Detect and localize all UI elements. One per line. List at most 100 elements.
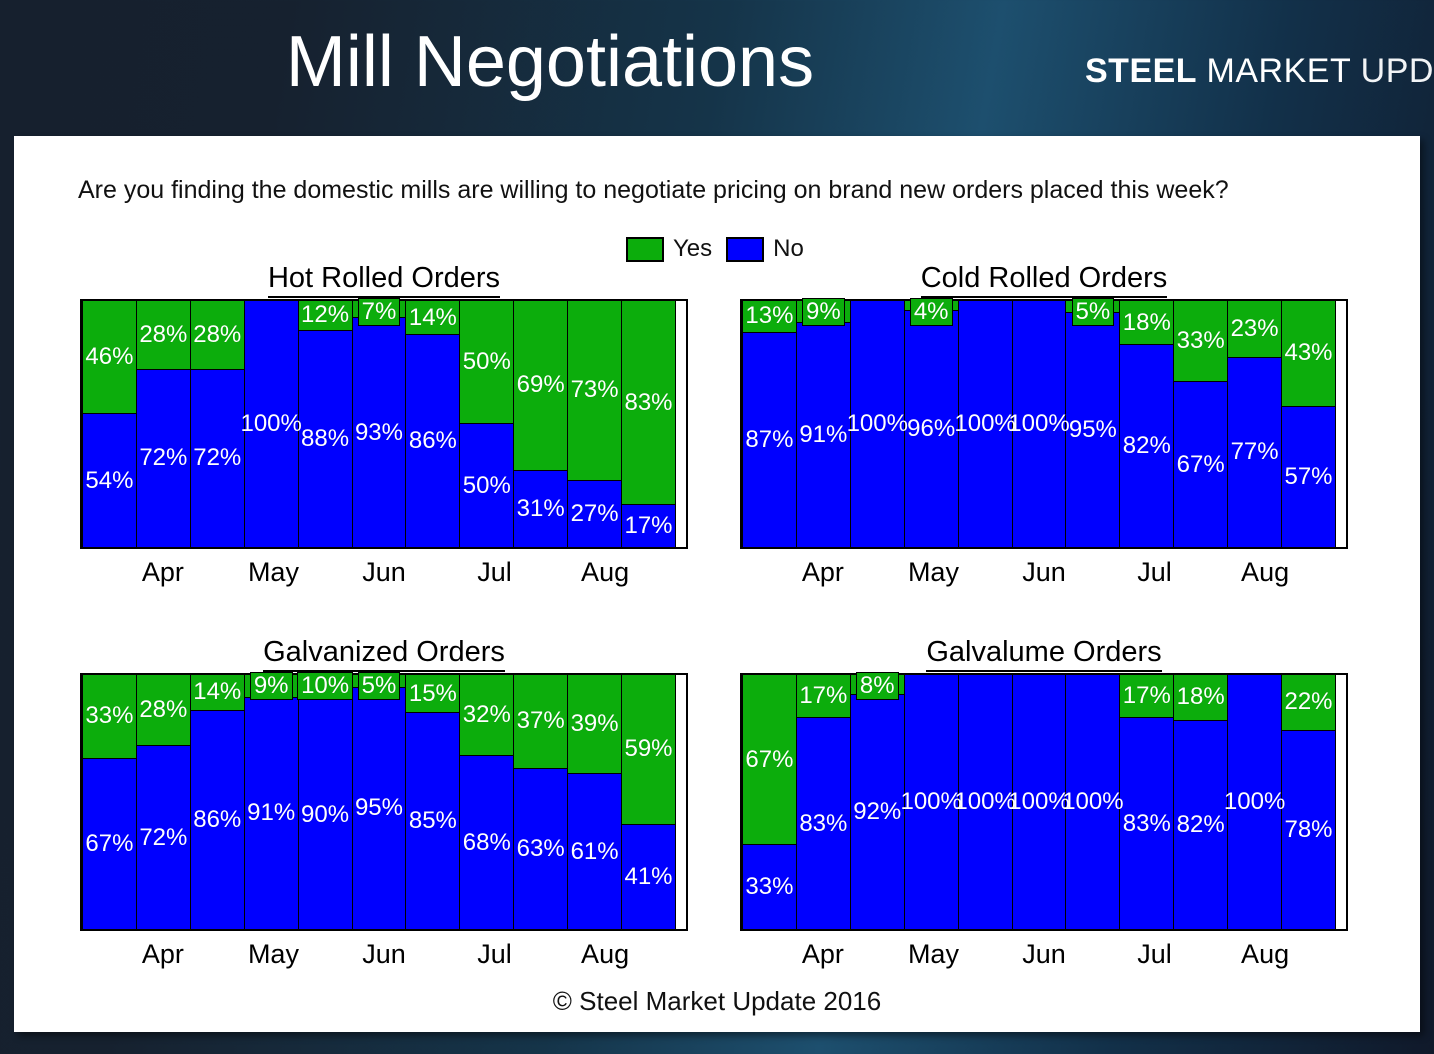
segment-label-no: 100% (1223, 788, 1286, 815)
bar-galvanized-8: 32% 68% (459, 675, 515, 929)
chart-galvalume: Galvalume Orders 67% 33% 17% 83% 8% 92% 100% 100… (740, 636, 1348, 977)
segment-no: 85% (406, 713, 460, 929)
bar-hot-rolled-9: 69% 31% (513, 301, 569, 547)
segment-label-yes: 69% (516, 371, 565, 399)
segment-yes: 83% (622, 301, 675, 506)
bar-cold-rolled-11: 43% 57% (1281, 301, 1336, 547)
chart-title-galvalume: Galvalume Orders (740, 636, 1348, 672)
segment-label-no: 17% (624, 512, 673, 540)
x-tick-jun: Jun (362, 939, 406, 969)
segment-yes: 14% (406, 301, 460, 336)
segment-no: 41% (622, 824, 675, 929)
bar-hot-rolled-6: 7% 93% (351, 298, 407, 547)
segment-label-no: 95% (1068, 416, 1117, 444)
segment-label-yes: 33% (85, 702, 134, 730)
bar-cold-rolled-2: 9% 91% (795, 298, 851, 547)
x-tick-aug: Aug (581, 557, 630, 587)
x-tick-aug: Aug (1241, 557, 1290, 587)
bar-galvanized-2: 28% 72% (135, 675, 191, 929)
bar-galvalume-9: 18% 82% (1173, 675, 1229, 929)
legend-item-yes: Yes (626, 236, 712, 262)
segment-label-yes: 28% (139, 696, 188, 724)
legend-label-no: No (773, 235, 804, 262)
segment-no: 82% (1174, 720, 1228, 929)
segment-label-yes: 9% (249, 672, 293, 700)
segment-no: 87% (743, 332, 796, 547)
segment-no: 68% (460, 756, 514, 929)
segment-yes: 4% (904, 298, 958, 326)
segment-yes: 17% (796, 675, 850, 719)
steel-market-update-logo: STEEL MARKET UPDATE (1085, 12, 1434, 122)
legend-label-yes: Yes (673, 235, 713, 262)
bar-hot-rolled-4: 100% (240, 301, 302, 547)
segment-yes: 13% (743, 301, 796, 333)
x-axis-galvalume: Apr May Jun Jul Aug (740, 931, 1348, 977)
segment-no: 77% (1228, 357, 1282, 547)
plot-area-galvalume: 67% 33% 17% 83% 8% 92% 100% 100% 100% 100% 17% 83% 1… (740, 672, 1348, 931)
bar-galvalume-10: 100% (1223, 675, 1286, 929)
segment-no: 72% (190, 369, 244, 547)
bar-galvalume-2: 17% 83% (795, 675, 851, 929)
segment-label-yes: 13% (745, 302, 794, 330)
segment-label-no: 72% (193, 444, 242, 472)
segment-no: 100% (1008, 675, 1070, 929)
plot-area-cold-rolled: 13% 87% 9% 91% 100% 4% 96% 100% 100% 5% 95% 18% 82% 3… (740, 298, 1348, 549)
logo-word-market: MARKET (1206, 52, 1352, 90)
segment-no: 86% (190, 710, 244, 929)
segment-no: 72% (136, 746, 190, 929)
segment-yes: 10% (297, 672, 354, 701)
segment-label-no: 41% (624, 862, 673, 890)
slide-panel: Are you finding the domestic mills are w… (14, 136, 1420, 1032)
segment-label-no: 50% (462, 471, 511, 499)
segment-yes: 33% (1174, 301, 1228, 383)
bar-galvalume-11: 22% 78% (1281, 675, 1336, 929)
segment-label-yes: 67% (745, 745, 794, 773)
bar-cold-rolled-1: 13% 87% (742, 301, 797, 547)
segment-label-no: 72% (139, 444, 188, 472)
segment-label-yes: 10% (297, 672, 354, 700)
segment-yes: 32% (460, 675, 514, 757)
segment-label-yes: 14% (408, 303, 457, 331)
segment-no: 31% (514, 470, 568, 547)
segment-yes: 22% (1282, 675, 1335, 731)
bar-cold-rolled-9: 33% 67% (1173, 301, 1229, 547)
segment-no: 100% (1062, 675, 1124, 929)
segment-label-no: 78% (1284, 815, 1333, 843)
segment-no: 100% (900, 675, 962, 929)
segment-label-no: 100% (846, 410, 908, 437)
segment-yes: 69% (514, 301, 568, 471)
bar-galvanized-3: 14% 86% (189, 675, 245, 929)
segment-label-no: 86% (193, 805, 242, 833)
segment-no: 88% (298, 330, 352, 547)
segment-yes: 23% (1228, 301, 1282, 358)
bar-cold-rolled-6: 100% (1008, 301, 1070, 547)
segment-label-yes: 46% (85, 343, 134, 371)
bar-galvanized-1: 33% 67% (82, 675, 137, 929)
segment-no: 95% (352, 687, 406, 929)
segment-yes: 37% (514, 675, 568, 769)
segment-no: 82% (1120, 345, 1174, 547)
segment-label-no: 27% (570, 499, 619, 527)
segment-no: 67% (1174, 382, 1228, 547)
segment-label-no: 82% (1122, 432, 1171, 460)
chart-legend: Yes No (626, 236, 804, 262)
segment-label-no: 57% (1284, 462, 1333, 490)
segment-label-no: 54% (85, 466, 134, 494)
segment-label-no: 77% (1230, 438, 1279, 466)
survey-question: Are you finding the domestic mills are w… (78, 176, 1229, 204)
segment-yes: 9% (796, 298, 850, 326)
segment-label-yes: 22% (1284, 688, 1333, 716)
segment-label-yes: 39% (570, 710, 619, 738)
segment-label-no: 93% (354, 418, 403, 446)
segment-label-yes: 17% (799, 682, 848, 710)
chart-galvanized: Galvanized Orders 33% 67% 28% 72% 14% 86% 9% 91%… (80, 636, 688, 977)
segment-no: 100% (954, 675, 1016, 929)
segment-yes: 12% (298, 301, 352, 331)
bar-galvalume-4: 100% (900, 675, 962, 929)
segment-no: 100% (240, 301, 302, 547)
x-tick-aug: Aug (1241, 939, 1290, 969)
bar-hot-rolled-8: 50% 50% (459, 301, 515, 547)
segment-no: 91% (796, 323, 850, 547)
segment-label-yes: 28% (193, 320, 242, 348)
segment-label-no: 91% (247, 799, 296, 827)
